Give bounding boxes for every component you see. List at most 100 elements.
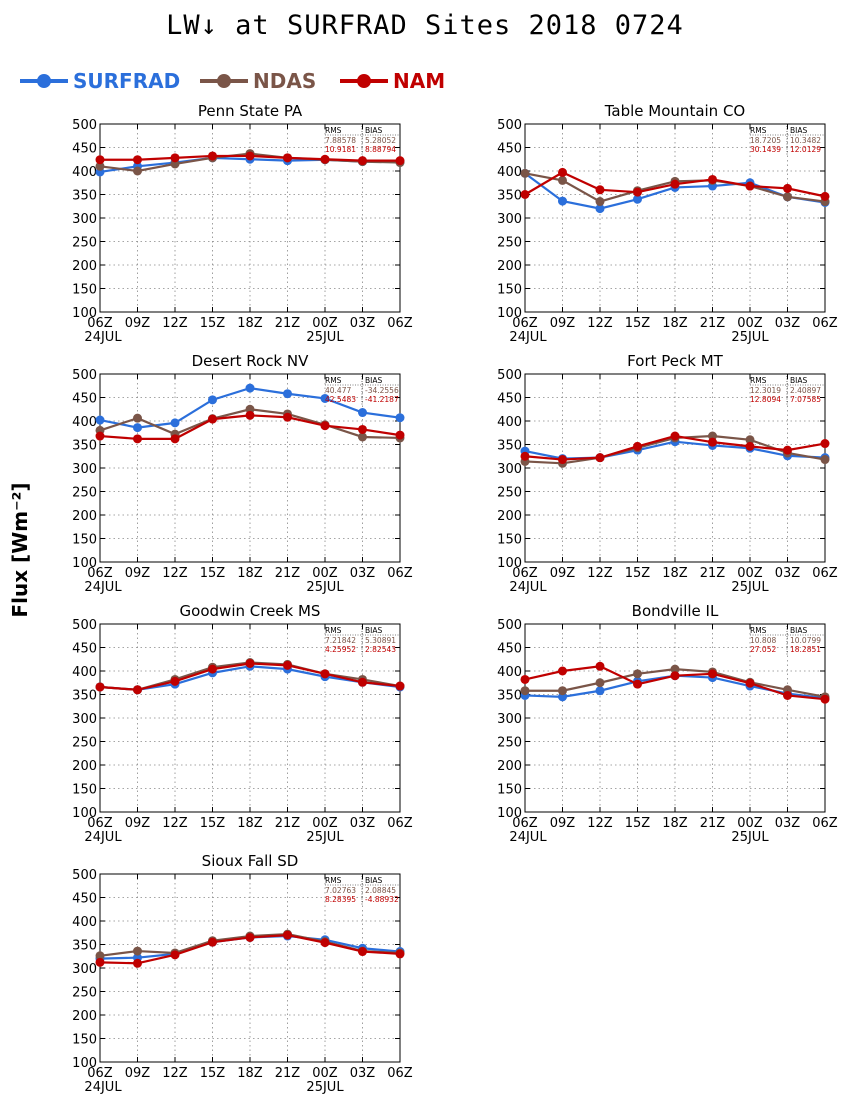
data-point [395, 949, 405, 959]
data-point [670, 179, 680, 189]
stats-header-bias: BIAS [790, 126, 807, 135]
stats-bias-value: 8.88794 [365, 145, 396, 154]
data-point [358, 677, 367, 687]
x-tick-label: 00Z [312, 1066, 338, 1081]
x-tick-label: 12Z [587, 566, 613, 581]
x-date-label: 25JUL [731, 830, 769, 845]
x-tick-label: 21Z [275, 1066, 301, 1081]
stats-bias-value: 12.0129 [790, 145, 821, 154]
data-point [595, 197, 605, 207]
panel-sioux-fall-sd: Sioux Fall SD 100 150 200 250 300 350 400 450 500… [72, 852, 413, 1095]
data-point [283, 930, 292, 940]
data-point [95, 957, 105, 967]
x-tick-label: 06Z [512, 566, 538, 581]
stats-rms-value: 27.052 [750, 645, 776, 654]
x-tick-label: 00Z [312, 816, 338, 831]
x-tick-label: 18Z [662, 316, 688, 331]
y-tick-label: 150 [497, 533, 522, 548]
data-point [558, 175, 567, 185]
stats-bias-value: 7.07585 [790, 395, 821, 404]
data-point [133, 434, 142, 444]
panel-title: Penn State PA [198, 102, 303, 120]
data-point [133, 166, 142, 176]
data-point [595, 678, 605, 688]
data-point [820, 455, 830, 465]
x-date-label: 24JUL [84, 830, 122, 845]
stats-header-rms: RMS [750, 376, 767, 385]
data-point [820, 694, 830, 704]
stats-header-rms: RMS [325, 626, 342, 635]
x-tick-label: 06Z [387, 566, 413, 581]
data-point [558, 167, 567, 177]
stats-rms-value: 4.25952 [325, 645, 356, 654]
series-nam [520, 167, 830, 201]
y-tick-label: 100 [497, 306, 522, 321]
y-tick-label: 450 [72, 642, 97, 657]
y-tick-label: 400 [72, 415, 97, 430]
y-tick-label: 200 [72, 1009, 97, 1024]
y-tick-label: 450 [497, 392, 522, 407]
stats-header-bias: BIAS [365, 376, 382, 385]
y-tick-label: 250 [497, 486, 522, 501]
x-tick-label: 18Z [237, 316, 263, 331]
x-tick-label: 15Z [200, 1066, 226, 1081]
x-tick-label: 00Z [737, 816, 763, 831]
legend-marker-nam [340, 74, 388, 88]
stats-header-rms: RMS [750, 126, 767, 135]
data-point [520, 674, 530, 684]
panel-title: Sioux Fall SD [202, 852, 299, 870]
x-date-label: 24JUL [84, 580, 122, 595]
data-point [708, 437, 717, 447]
y-tick-label: 300 [72, 962, 97, 977]
y-tick-label: 250 [72, 236, 97, 251]
x-tick-label: 06Z [512, 816, 538, 831]
x-tick-label: 21Z [700, 816, 726, 831]
x-tick-label: 00Z [312, 316, 338, 331]
data-point [520, 190, 530, 199]
legend-label-nam: NAM [393, 69, 446, 93]
stats-rms-value: 12.8094 [750, 395, 781, 404]
panel-goodwin-creek-ms: Goodwin Creek MS 100 150 200 250 300 350 400 450… [72, 602, 413, 845]
data-point [633, 679, 642, 689]
x-tick-label: 00Z [312, 566, 338, 581]
x-tick-label: 12Z [587, 816, 613, 831]
data-point [133, 946, 142, 956]
x-tick-label: 03Z [350, 566, 376, 581]
stats-bias-value: -34.2556 [365, 386, 399, 395]
series-surfrad [95, 383, 405, 433]
data-point [133, 958, 142, 968]
y-tick-label: 350 [497, 189, 522, 204]
x-date-label: 24JUL [84, 330, 122, 345]
x-tick-label: 06Z [87, 1066, 113, 1081]
legend-label-surfrad: SURFRAD [73, 69, 181, 93]
y-tick-label: 500 [497, 368, 522, 383]
stats-rms-value: 7.21842 [325, 636, 356, 645]
data-point [320, 393, 330, 403]
x-tick-label: 06Z [812, 316, 838, 331]
stats-header-rms: RMS [325, 126, 342, 135]
data-point [133, 685, 142, 695]
data-point [708, 669, 717, 679]
stats-bias-value: 10.3482 [790, 136, 821, 145]
x-tick-label: 09Z [125, 816, 151, 831]
x-tick-label: 21Z [275, 566, 301, 581]
y-tick-label: 300 [497, 212, 522, 227]
data-point [633, 669, 642, 679]
data-point [558, 666, 567, 676]
y-tick-label: 450 [497, 142, 522, 157]
data-point [558, 455, 567, 465]
data-point [745, 181, 755, 191]
y-tick-label: 500 [72, 618, 97, 633]
data-point [208, 937, 217, 947]
data-point [783, 690, 792, 700]
data-point [95, 155, 105, 165]
series-nam [95, 930, 405, 968]
legend-marker-surfrad [20, 74, 68, 88]
data-point [320, 154, 330, 164]
data-point [783, 445, 792, 455]
y-tick-label: 300 [497, 712, 522, 727]
y-tick-label: 400 [497, 415, 522, 430]
stats-bias-value: 10.0799 [790, 636, 821, 645]
stats-rms-value: 10.808 [750, 636, 776, 645]
data-point [395, 413, 405, 423]
